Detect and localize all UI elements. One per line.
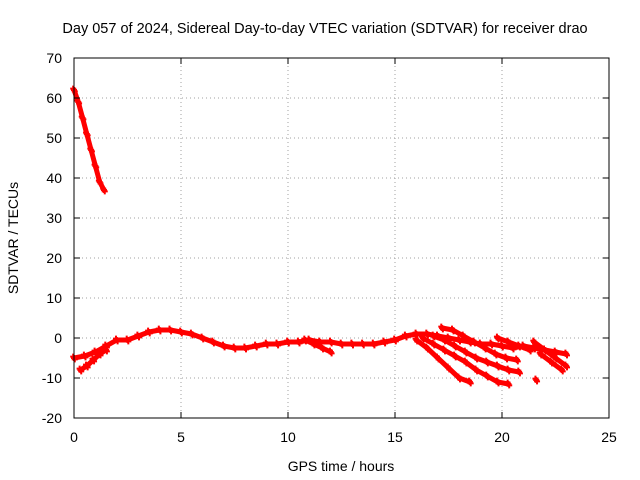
series-trace bbox=[439, 325, 520, 363]
series-trace bbox=[495, 335, 533, 353]
y-axis: -20 -10 0 10 20 30 40 50 60 70 bbox=[42, 50, 609, 426]
series-early_low bbox=[76, 345, 110, 375]
chart-title: Day 057 of 2024, Sidereal Day-to-day VTE… bbox=[62, 21, 587, 37]
y-tick-label: 30 bbox=[46, 210, 62, 226]
plot-frame bbox=[73, 57, 610, 419]
series-branch_e bbox=[493, 333, 534, 355]
y-tick-label: 40 bbox=[46, 170, 62, 186]
x-axis: 0 5 10 15 20 25 bbox=[70, 58, 617, 445]
x-axis-label: GPS time / hours bbox=[288, 458, 395, 474]
series-trace bbox=[538, 351, 565, 373]
series-trace bbox=[420, 335, 511, 387]
x-tick-label: 15 bbox=[387, 429, 403, 445]
y-tick-label: 70 bbox=[46, 50, 62, 66]
series-branch_c bbox=[429, 331, 523, 377]
series-stray bbox=[532, 375, 541, 385]
x-tick-label: 25 bbox=[601, 429, 617, 445]
series-noon_branch bbox=[301, 335, 335, 357]
data-point bbox=[534, 378, 541, 385]
series-branch_a bbox=[412, 335, 474, 387]
y-tick-label: 0 bbox=[54, 330, 62, 346]
series-branch_d bbox=[438, 323, 521, 365]
series-trace bbox=[77, 347, 109, 373]
series-early_high bbox=[70, 85, 108, 195]
y-tick-label: 20 bbox=[46, 250, 62, 266]
x-tick-label: 20 bbox=[494, 429, 510, 445]
series-trace bbox=[413, 337, 473, 385]
x-tick-label: 0 bbox=[70, 429, 78, 445]
y-tick-label: -10 bbox=[42, 370, 62, 386]
series-branch_f bbox=[530, 337, 570, 371]
y-tick-label: 60 bbox=[46, 90, 62, 106]
series-branch_b bbox=[419, 333, 513, 389]
y-tick-label: 10 bbox=[46, 290, 62, 306]
series-branch_g bbox=[536, 349, 566, 375]
data-points bbox=[70, 85, 570, 389]
series-trace bbox=[71, 87, 107, 193]
x-tick-label: 10 bbox=[280, 429, 296, 445]
series-trace bbox=[431, 333, 522, 375]
y-tick-label: 50 bbox=[46, 130, 62, 146]
x-tick-label: 5 bbox=[177, 429, 185, 445]
y-axis-label: SDTVAR / TECUs bbox=[5, 182, 21, 294]
y-tick-label: -20 bbox=[42, 410, 62, 426]
series-trace bbox=[302, 337, 334, 355]
series-trace bbox=[531, 339, 569, 369]
